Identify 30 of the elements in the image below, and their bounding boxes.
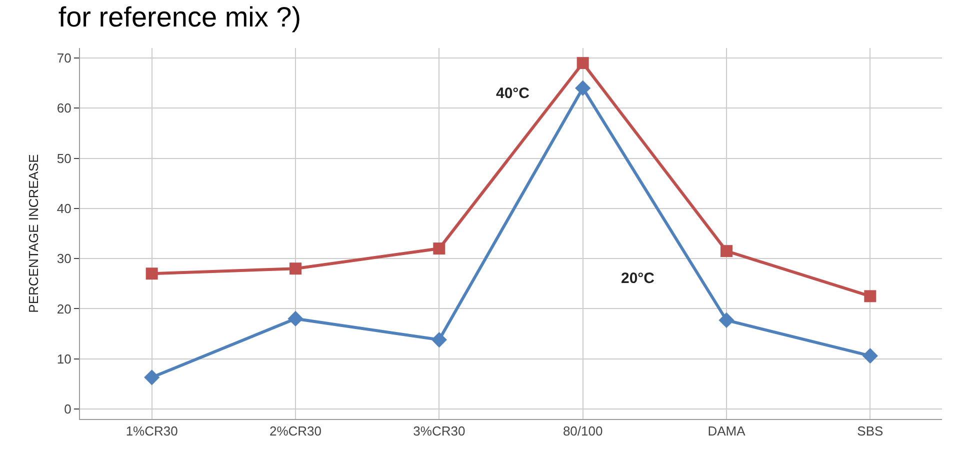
x-tick-label: 1%CR30 <box>126 424 178 439</box>
y-axis-title: PERCENTAGE INCREASE <box>26 154 41 313</box>
y-tick-label: 10 <box>56 351 72 366</box>
point <box>720 245 732 258</box>
series-label: 40°C <box>496 85 530 102</box>
y-tick-label: 70 <box>56 50 72 66</box>
point <box>718 312 734 328</box>
x-tick-label: 2%CR30 <box>269 424 322 439</box>
text: 20°C <box>621 270 655 287</box>
point <box>433 242 446 255</box>
point <box>862 348 878 364</box>
point <box>146 268 158 280</box>
x-tick-label: 80/100 <box>562 424 603 439</box>
point <box>431 332 447 348</box>
chart-title: for reference mix ?) <box>58 1 302 32</box>
point <box>575 80 591 96</box>
x-tick-label: SBS <box>857 424 884 439</box>
point <box>576 57 589 70</box>
x-tick-label: DAMA <box>708 424 746 439</box>
y-tick-label: 20 <box>56 301 72 316</box>
point <box>864 290 876 302</box>
y-tick-label: 0 <box>64 402 72 417</box>
y-tick-label: 60 <box>56 100 72 116</box>
x-tick-label: 3%CR30 <box>413 424 466 439</box>
y-tick-label: 50 <box>56 150 72 166</box>
y-tick-label: 40 <box>56 200 72 216</box>
point <box>144 370 160 386</box>
point <box>290 262 302 275</box>
y-tick-label: 30 <box>56 251 72 266</box>
point <box>288 310 304 327</box>
